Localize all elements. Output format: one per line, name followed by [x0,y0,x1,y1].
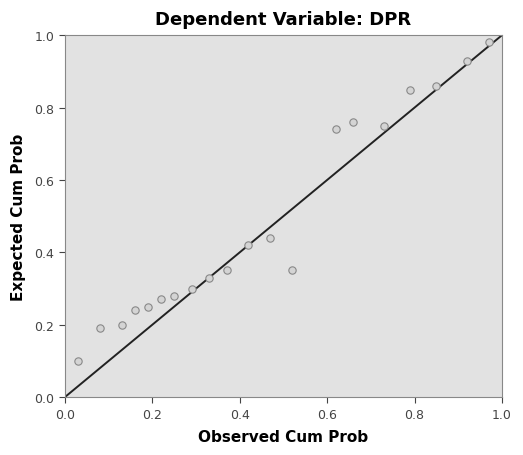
Point [74,358,82,365]
Point [485,40,493,47]
Point [432,83,440,91]
X-axis label: Observed Cum Prob: Observed Cum Prob [198,429,369,444]
Point [266,235,275,242]
Point [205,274,213,282]
Point [288,267,297,274]
Point [406,86,414,94]
Point [463,58,471,65]
Point [170,293,178,300]
Point [380,123,388,130]
Point [222,267,231,274]
Point [244,242,253,249]
Point [131,307,139,314]
Point [187,285,196,293]
Point [157,296,165,303]
Point [332,126,340,134]
Point [144,303,152,311]
Title: Dependent Variable: DPR: Dependent Variable: DPR [155,11,412,29]
Point [349,119,358,126]
Y-axis label: Expected Cum Prob: Expected Cum Prob [11,133,26,300]
Point [118,321,126,329]
Point [96,325,104,332]
